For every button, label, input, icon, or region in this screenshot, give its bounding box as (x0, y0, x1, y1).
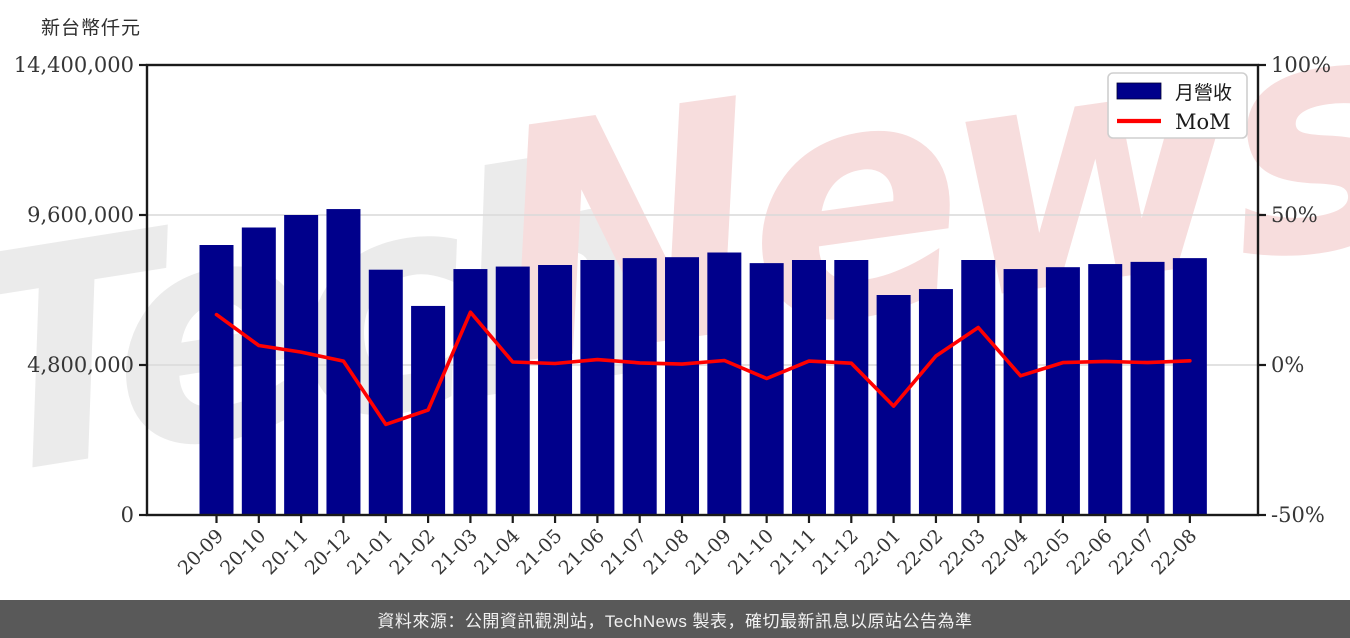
bar-21-09 (707, 252, 742, 515)
bar-21-01 (368, 269, 403, 515)
source-footer: 資料來源：公開資訊觀測站，TechNews 製表，確切最新訊息以原站公告為準 (0, 600, 1350, 638)
bar-21-12 (834, 260, 869, 515)
x-tick-label-21-12: 21-12 (809, 525, 863, 579)
bar-22-08 (1172, 258, 1207, 515)
x-tick-label-21-04: 21-04 (470, 525, 524, 579)
legend-label-revenue: 月營收 (1175, 82, 1232, 104)
x-tick-label-21-05: 21-05 (512, 525, 566, 579)
x-tick-label-20-10: 20-10 (216, 525, 270, 579)
x-tick-label-21-03: 21-03 (428, 525, 482, 579)
right-tick-label: 0% (1271, 353, 1304, 377)
bar-22-02 (918, 289, 953, 515)
x-tick-label-22-04: 22-04 (978, 525, 1032, 579)
x-tick-label-21-01: 21-01 (343, 525, 397, 579)
bar-21-05 (538, 265, 573, 515)
left-tick-label: 14,400,000 (14, 53, 134, 77)
x-tick-label-20-11: 20-11 (258, 525, 312, 579)
x-tick-label-21-02: 21-02 (385, 525, 439, 579)
x-tick-label-22-03: 22-03 (936, 525, 990, 579)
x-tick-label-21-11: 21-11 (766, 525, 820, 579)
x-tick-label-21-09: 21-09 (682, 525, 736, 579)
x-tick-label-22-08: 22-08 (1147, 525, 1201, 579)
bar-21-10 (749, 263, 784, 515)
x-tick-label-22-05: 22-05 (1020, 525, 1074, 579)
x-tick-label-21-10: 21-10 (724, 525, 778, 579)
legend-bar-swatch (1116, 82, 1162, 100)
bar-21-07 (622, 258, 657, 515)
x-tick-label-22-02: 22-02 (893, 525, 947, 579)
bar-20-09 (199, 245, 234, 515)
x-tick-label-20-12: 20-12 (301, 525, 355, 579)
bar-21-06 (580, 260, 615, 515)
mom-line (214, 310, 1192, 427)
bar-22-03 (961, 260, 996, 515)
x-tick-label-21-06: 21-06 (555, 525, 609, 579)
bar-21-11 (791, 260, 826, 515)
left-tick-label: 4,800,000 (27, 353, 134, 377)
x-tick-label-22-01: 22-01 (851, 525, 905, 579)
x-tick-label-20-09: 20-09 (174, 525, 228, 579)
plot-border (145, 63, 1260, 517)
bar-22-05 (1045, 267, 1080, 515)
x-tick-label-21-07: 21-07 (597, 525, 651, 579)
right-tick-label: 50% (1271, 203, 1318, 227)
left-axis-unit-label: 新台幣仟元 (41, 18, 142, 39)
bar-20-11 (284, 215, 319, 515)
bar-21-04 (495, 266, 530, 515)
bar-21-03 (453, 269, 488, 515)
bar-line-chart: 0 4,800,000 9,600,000 14,400,000 -50% 0% 50% 10… (14, 53, 1331, 579)
left-tick-label: 9,600,000 (27, 203, 134, 227)
source-footer-text: 資料來源：公開資訊觀測站，TechNews 製表，確切最新訊息以原站公告為準 (377, 611, 973, 631)
legend-label-mom: MoM (1175, 110, 1231, 134)
x-tick-label-22-07: 22-07 (1105, 525, 1159, 579)
bar-22-06 (1088, 264, 1123, 515)
x-tick-label-21-08: 21-08 (639, 525, 693, 579)
x-tick-label-22-06: 22-06 (1062, 525, 1116, 579)
bar-21-08 (665, 257, 700, 515)
bar-22-07 (1130, 261, 1165, 515)
right-tick-label: -50% (1271, 503, 1325, 527)
right-tick-label: 100% (1271, 53, 1331, 77)
bar-20-10 (241, 227, 276, 515)
bar-22-04 (1003, 269, 1038, 515)
left-tick-label: 0 (121, 503, 134, 527)
